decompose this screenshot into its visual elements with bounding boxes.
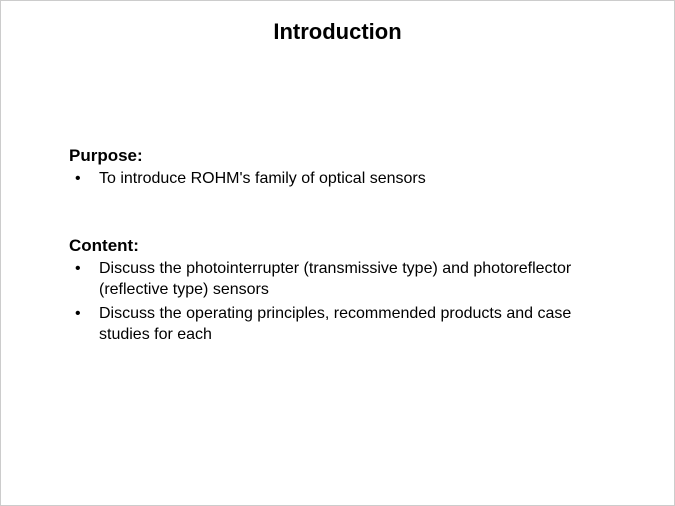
list-item: Discuss the photointerrupter (transmissi… [69,258,609,301]
bullet-list-content: Discuss the photointerrupter (transmissi… [69,258,609,346]
section-purpose: Purpose: To introduce ROHM's family of o… [69,146,609,190]
slide-title: Introduction [1,1,674,45]
section-content: Content: Discuss the photointerrupter (t… [69,236,609,346]
section-heading-content: Content: [69,236,609,256]
section-heading-purpose: Purpose: [69,146,609,166]
bullet-list-purpose: To introduce ROHM's family of optical se… [69,168,609,190]
list-item: Discuss the operating principles, recomm… [69,303,609,346]
list-item: To introduce ROHM's family of optical se… [69,168,609,190]
content-area: Purpose: To introduce ROHM's family of o… [69,146,609,348]
